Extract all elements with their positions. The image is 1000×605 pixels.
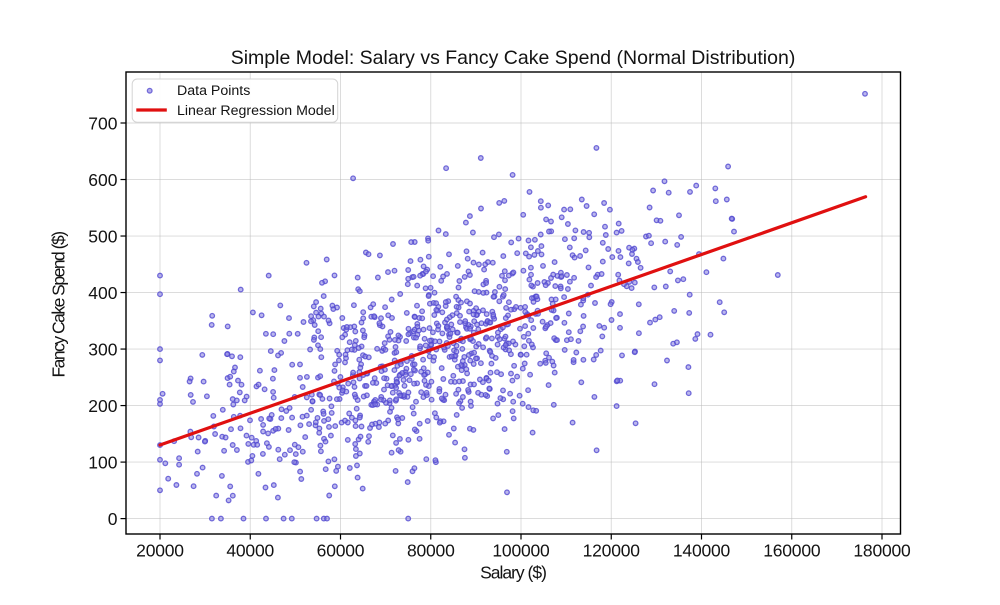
svg-text:300: 300 — [88, 340, 117, 360]
svg-text:400: 400 — [88, 283, 117, 303]
svg-text:Data Points: Data Points — [177, 83, 250, 99]
svg-text:100000: 100000 — [492, 541, 550, 561]
svg-text:160000: 160000 — [763, 541, 821, 561]
svg-text:40000: 40000 — [226, 541, 274, 561]
svg-text:700: 700 — [88, 113, 117, 133]
svg-text:Linear Regression Model: Linear Regression Model — [177, 103, 335, 119]
svg-text:20000: 20000 — [136, 541, 184, 561]
svg-text:100: 100 — [88, 453, 117, 473]
svg-text:500: 500 — [88, 226, 117, 246]
svg-text:80000: 80000 — [407, 541, 455, 561]
svg-text:120000: 120000 — [583, 541, 641, 561]
svg-text:Salary ($): Salary ($) — [480, 563, 546, 583]
svg-text:200: 200 — [88, 396, 117, 416]
svg-text:Simple Model: Salary vs Fancy: Simple Model: Salary vs Fancy Cake Spend… — [231, 47, 796, 69]
svg-text:Fancy Cake Spend ($): Fancy Cake Spend ($) — [49, 232, 69, 378]
svg-text:140000: 140000 — [673, 541, 731, 561]
svg-text:600: 600 — [88, 170, 117, 190]
svg-text:180000: 180000 — [853, 541, 911, 561]
svg-text:60000: 60000 — [317, 541, 365, 561]
svg-text:0: 0 — [108, 509, 118, 529]
